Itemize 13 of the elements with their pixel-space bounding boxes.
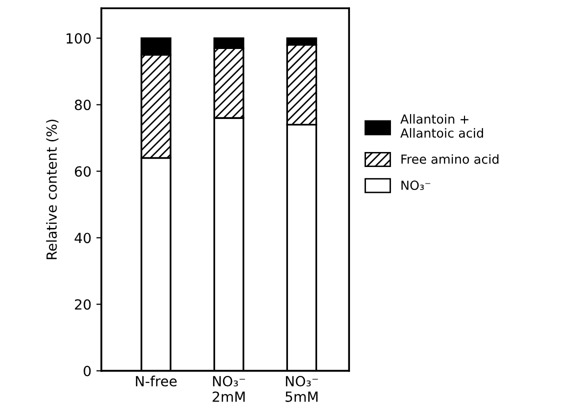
y-tick-label: 20 bbox=[74, 299, 91, 310]
y-tick-label: 100 bbox=[66, 33, 91, 44]
legend-label: Allantoin + Allantoic acid bbox=[400, 114, 484, 138]
legend-label: NO₃⁻ bbox=[401, 180, 430, 190]
legend-label: Free amino acid bbox=[401, 154, 498, 164]
y-tick-label: 60 bbox=[74, 166, 91, 177]
y-tick-label: 0 bbox=[84, 366, 91, 376]
x-tick-label: NO₃⁻ 2mM bbox=[212, 376, 246, 402]
x-tick-label: NO₃⁻ 5mM bbox=[286, 376, 318, 402]
y-axis-title: Relative content (%) bbox=[46, 120, 58, 260]
x-tick-label: N-free bbox=[136, 376, 177, 386]
y-tick-label: 80 bbox=[74, 100, 91, 110]
y-tick-label: 40 bbox=[74, 232, 91, 244]
